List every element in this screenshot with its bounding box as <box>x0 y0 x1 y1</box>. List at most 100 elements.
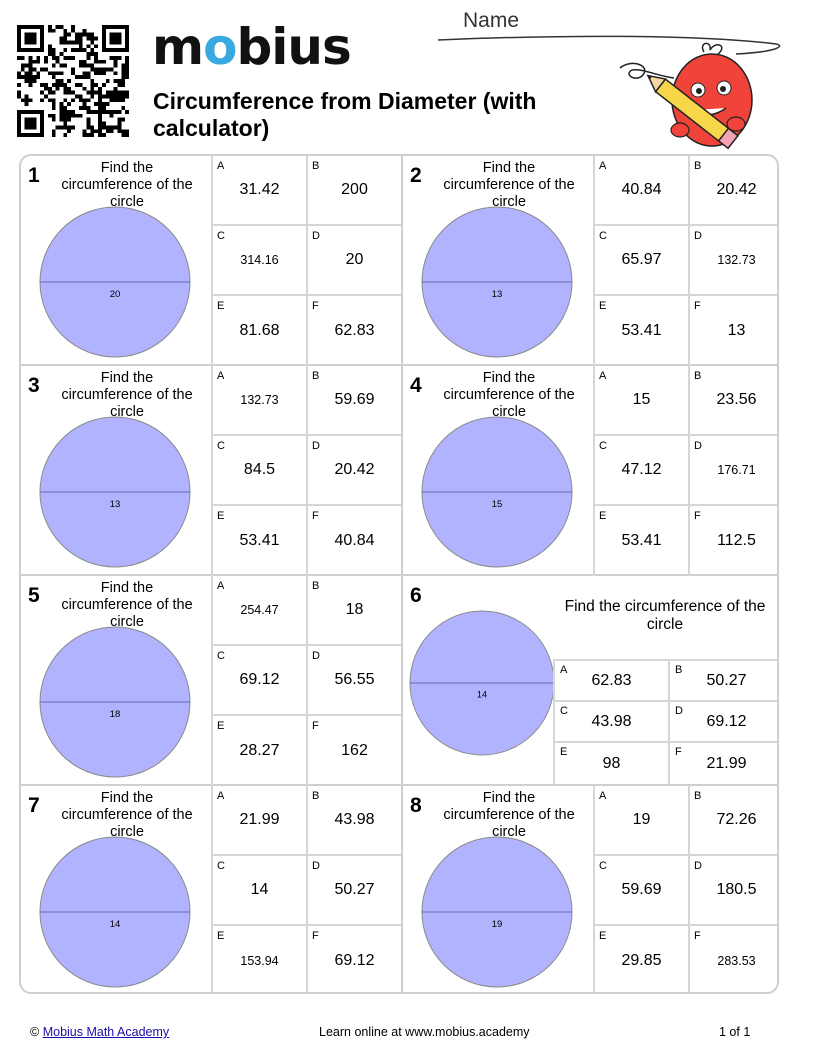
problem-number: 3 <box>28 374 40 397</box>
choice-value: 31.42 <box>239 181 280 198</box>
answer-choice-d[interactable]: D 20.42 <box>306 436 401 506</box>
choice-letter: D <box>694 860 702 872</box>
answer-choice-c[interactable]: C 65.97 <box>593 226 688 296</box>
answer-choice-f[interactable]: F 62.83 <box>306 296 401 366</box>
choice-value: 13 <box>727 322 746 339</box>
mobius-academy-link[interactable]: Mobius Math Academy <box>42 1025 170 1039</box>
choice-value: 15 <box>632 391 651 408</box>
answer-choice-e[interactable]: E 81.68 <box>211 296 306 366</box>
answer-choice-c[interactable]: C 84.5 <box>211 436 306 506</box>
circle-diagram: 15 <box>421 416 573 568</box>
choice-letter: A <box>560 664 568 676</box>
answer-choice-e[interactable]: E 29.85 <box>593 926 688 992</box>
choice-letter: D <box>312 860 320 872</box>
choice-letter: E <box>217 720 225 732</box>
answer-choice-a[interactable]: A 19 <box>593 786 688 856</box>
answer-choices: A 19 B 72.26 C 59.69 D 180.5 E 29.85 F 283.53 <box>593 786 777 992</box>
choice-value: 59.69 <box>334 391 375 408</box>
choice-letter: E <box>599 510 607 522</box>
answer-choices: A 31.42 B 200 C 314.16 D 20 E 81.68 F 62.83 <box>211 156 401 366</box>
answer-choice-d[interactable]: D 176.71 <box>688 436 777 506</box>
answer-choice-b[interactable]: B 20.42 <box>688 156 777 226</box>
answer-choice-f[interactable]: F 40.84 <box>306 506 401 576</box>
answer-choice-a[interactable]: A 21.99 <box>211 786 306 856</box>
choice-letter: B <box>694 370 702 382</box>
answer-choices: A 132.73 B 59.69 C 84.5 D 20.42 E 53.41 F 40.84 <box>211 366 401 576</box>
answer-choice-d[interactable]: D 50.27 <box>306 856 401 926</box>
answer-choice-c[interactable]: C 14 <box>211 856 306 926</box>
answer-choice-e[interactable]: E 98 <box>553 743 668 784</box>
choice-value: 283.53 <box>717 954 756 968</box>
answer-choice-b[interactable]: B 18 <box>306 576 401 646</box>
answer-choice-c[interactable]: C 314.16 <box>211 226 306 296</box>
choice-value: 132.73 <box>717 253 756 267</box>
choice-letter: B <box>675 664 683 676</box>
circle-diagram: 18 <box>39 626 191 778</box>
mobius-logo: mobius <box>152 18 352 76</box>
answer-choice-b[interactable]: B 23.56 <box>688 366 777 436</box>
answer-choice-f[interactable]: F 112.5 <box>688 506 777 576</box>
answer-choice-f[interactable]: F 21.99 <box>668 743 777 784</box>
problem-prompt: Find the circumference of the circle <box>443 160 575 210</box>
choice-letter: A <box>217 790 225 802</box>
answer-choice-d[interactable]: D 69.12 <box>668 702 777 743</box>
choice-letter: F <box>694 930 701 942</box>
answer-choice-e[interactable]: E 53.41 <box>211 506 306 576</box>
answer-choice-b[interactable]: B 43.98 <box>306 786 401 856</box>
problem-number: 5 <box>28 584 40 607</box>
answer-choice-e[interactable]: E 153.94 <box>211 926 306 992</box>
answer-choice-f[interactable]: F 283.53 <box>688 926 777 992</box>
answer-choice-b[interactable]: B 72.26 <box>688 786 777 856</box>
answer-choice-a[interactable]: A 254.47 <box>211 576 306 646</box>
problem-prompt: Find the circumference of the circle <box>61 370 193 420</box>
answer-choice-c[interactable]: C 69.12 <box>211 646 306 716</box>
circle-diagram: 13 <box>421 206 573 358</box>
answer-choice-f[interactable]: F 162 <box>306 716 401 786</box>
answer-choice-e[interactable]: E 28.27 <box>211 716 306 786</box>
diameter-label: 18 <box>110 709 121 720</box>
answer-choice-a[interactable]: A 31.42 <box>211 156 306 226</box>
answer-choice-a[interactable]: A 132.73 <box>211 366 306 436</box>
problem-1: 1 Find the circumference of the circle 20 A… <box>21 156 401 366</box>
answer-choice-b[interactable]: B 200 <box>306 156 401 226</box>
answer-choices: A 254.47 B 18 C 69.12 D 56.55 E 28.27 F 162 <box>211 576 401 786</box>
answer-choice-d[interactable]: D 132.73 <box>688 226 777 296</box>
choice-value: 29.85 <box>621 952 662 969</box>
answer-choice-d[interactable]: D 56.55 <box>306 646 401 716</box>
answer-choice-d[interactable]: D 20 <box>306 226 401 296</box>
diameter-label: 19 <box>492 919 503 930</box>
answer-choice-a[interactable]: A 15 <box>593 366 688 436</box>
answer-choice-d[interactable]: D 180.5 <box>688 856 777 926</box>
choice-value: 53.41 <box>621 532 662 549</box>
choice-letter: E <box>217 300 225 312</box>
choice-letter: C <box>599 440 607 452</box>
answer-choice-f[interactable]: F 69.12 <box>306 926 401 992</box>
choice-value: 81.68 <box>239 322 280 339</box>
answer-choice-a[interactable]: A 40.84 <box>593 156 688 226</box>
answer-choice-c[interactable]: C 47.12 <box>593 436 688 506</box>
answer-choice-c[interactable]: C 59.69 <box>593 856 688 926</box>
logo-drop-icon: o <box>203 18 237 76</box>
choice-letter: B <box>312 370 320 382</box>
choice-letter: A <box>217 580 225 592</box>
circle-diagram: 14 <box>409 610 555 756</box>
answer-choice-a[interactable]: A 62.83 <box>553 661 668 702</box>
answer-choice-e[interactable]: E 53.41 <box>593 296 688 366</box>
choice-value: 180.5 <box>716 881 757 898</box>
problem-prompt: Find the circumference of the circle <box>564 598 766 633</box>
answer-choice-e[interactable]: E 53.41 <box>593 506 688 576</box>
choice-value: 21.99 <box>239 811 280 828</box>
choice-letter: F <box>694 510 701 522</box>
problem-5: 5 Find the circumference of the circle 18 A… <box>21 576 401 786</box>
choice-letter: A <box>599 160 607 172</box>
choice-value: 50.27 <box>334 881 375 898</box>
answer-choice-b[interactable]: B 50.27 <box>668 661 777 702</box>
problem-6: 6 Find the circumference of the circle 14 A… <box>401 576 777 786</box>
answer-choice-c[interactable]: C 43.98 <box>553 702 668 743</box>
choice-value: 176.71 <box>717 463 756 477</box>
diameter-label: 14 <box>110 919 121 930</box>
problem-prompt: Find the circumference of the circle <box>61 790 193 840</box>
answer-choice-b[interactable]: B 59.69 <box>306 366 401 436</box>
answer-choice-f[interactable]: F 13 <box>688 296 777 366</box>
circle-diagram: 14 <box>39 836 191 988</box>
